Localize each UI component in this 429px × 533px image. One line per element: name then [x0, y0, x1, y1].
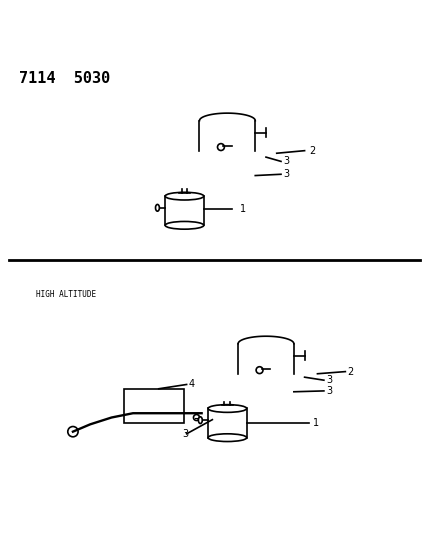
Bar — [124, 389, 184, 423]
Text: 4: 4 — [189, 379, 195, 390]
Text: 3: 3 — [326, 386, 332, 396]
Ellipse shape — [199, 417, 202, 424]
Ellipse shape — [165, 192, 204, 200]
Ellipse shape — [155, 205, 159, 211]
Text: 7114  5030: 7114 5030 — [19, 71, 111, 86]
Text: HIGH ALTITUDE: HIGH ALTITUDE — [36, 290, 97, 299]
Text: 1: 1 — [240, 204, 246, 214]
Ellipse shape — [165, 221, 204, 229]
Text: 3: 3 — [283, 169, 289, 179]
Bar — [208, 408, 247, 438]
Text: 2: 2 — [347, 367, 354, 377]
Text: 1: 1 — [313, 418, 319, 428]
Text: 2: 2 — [309, 146, 315, 156]
Text: 3: 3 — [283, 156, 289, 166]
Text: 3: 3 — [183, 429, 189, 439]
Ellipse shape — [208, 434, 247, 441]
Text: 3: 3 — [326, 375, 332, 385]
Bar — [165, 196, 204, 225]
Ellipse shape — [208, 405, 247, 413]
